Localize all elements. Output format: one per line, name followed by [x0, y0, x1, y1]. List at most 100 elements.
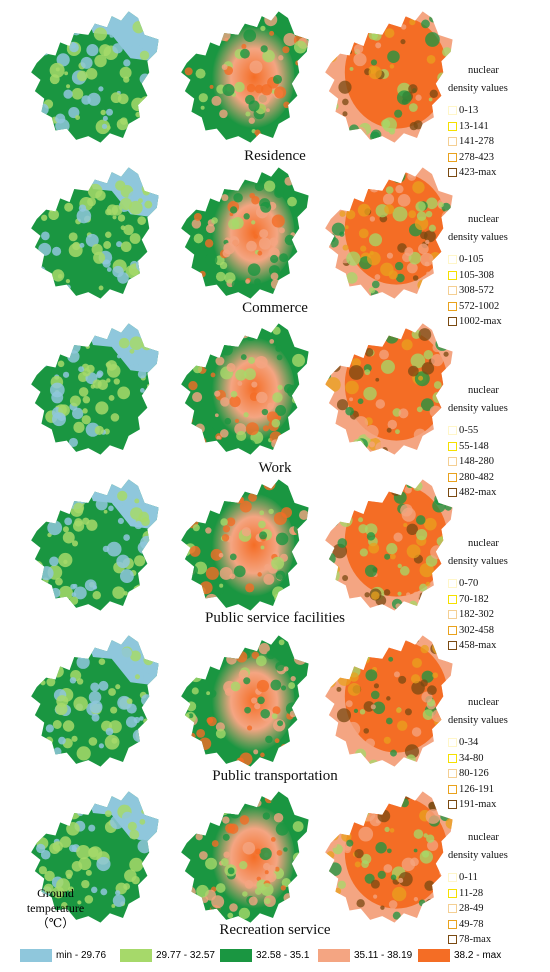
legend-heading-line1: nuclear [468, 214, 499, 225]
legend-label: 182-302 [459, 609, 494, 621]
legend-label: 80-126 [459, 768, 489, 780]
legend-item: 302-458 [448, 623, 496, 639]
legend-swatch [448, 168, 457, 178]
legend-item: 0-34 [448, 735, 496, 751]
overlay-map [168, 314, 318, 469]
legend-swatch [448, 137, 457, 147]
legend-label: 11-28 [459, 887, 484, 899]
legend-swatch [448, 800, 457, 810]
legend-swatch [448, 641, 457, 651]
legend-swatch [448, 286, 457, 296]
map-row: Commerce nuclear density values 0-105 105-30… [0, 158, 550, 327]
legend-item: 0-13 [448, 103, 496, 119]
gt-class-4: 35.11 - 38.19 [318, 946, 412, 964]
density-map [325, 323, 453, 455]
legend-label: 1002-max [459, 316, 502, 328]
density-map [31, 11, 159, 143]
legend-label: 278-423 [459, 151, 494, 163]
density-map [325, 479, 453, 611]
legend-swatch [448, 579, 457, 589]
legend-label: 308-572 [459, 285, 494, 297]
row-title: Commerce [242, 300, 308, 316]
row-title: Public transportation [212, 768, 338, 784]
density-map [325, 791, 453, 923]
legend-swatch [448, 270, 457, 280]
legend-label: 28-49 [459, 903, 484, 915]
legend-item: 458-max [448, 638, 496, 654]
gt-swatch-3 [220, 948, 252, 962]
legend-label: 105-308 [459, 269, 494, 281]
legend-item: 0-11 [448, 870, 491, 886]
legend-label: 0-55 [459, 425, 479, 437]
legend-heading-line1: nuclear [468, 832, 499, 843]
legend-swatch [448, 919, 457, 929]
density-map [181, 479, 309, 611]
legend-item: 49-78 [448, 917, 491, 933]
legend-heading-line1: nuclear [468, 385, 499, 396]
kernel-density-map [312, 2, 462, 157]
legend-swatch [448, 625, 457, 635]
legend-item: 11-28 [448, 886, 491, 902]
legend-label: 0-11 [459, 872, 478, 884]
legend-label: 0-70 [459, 578, 479, 590]
legend-swatch [448, 935, 457, 945]
ground-temperature-legend: min - 29.76 29.77 - 32.57 32.58 - 35.1 3… [6, 946, 550, 966]
density-map [181, 791, 309, 923]
legend-swatch [448, 888, 457, 898]
legend-item: 126-191 [448, 782, 496, 798]
overlay-map [168, 626, 318, 781]
legend-label: 70-182 [459, 593, 489, 605]
ground-temperature-map [18, 626, 168, 781]
legend-item: 423-max [448, 165, 496, 181]
legend-heading-line1: nuclear [468, 697, 499, 708]
legend-swatch [448, 301, 457, 311]
gt-swatch-1 [20, 948, 52, 962]
ground-temperature-map [18, 314, 168, 469]
row-title: Public service facilities [205, 610, 345, 626]
legend-swatch [448, 106, 457, 116]
legend-swatch [448, 317, 457, 327]
kernel-density-map [312, 158, 462, 313]
overlay-map [168, 2, 318, 157]
legend-heading-line2: density values [448, 83, 508, 94]
legend-item: 13-141 [448, 119, 496, 135]
legend-item: 191-max [448, 797, 496, 813]
gt-class-5: 38.2 - max [418, 946, 501, 964]
legend-label: 13-141 [459, 120, 489, 132]
row-title: Recreation service [219, 922, 331, 938]
density-map [325, 167, 453, 299]
row-title: Residence [244, 148, 306, 164]
density-map [31, 479, 159, 611]
legend-swatch [448, 769, 457, 779]
legend-item: 105-308 [448, 268, 502, 284]
gt-swatch-4 [318, 948, 350, 962]
legend-label: 55-148 [459, 440, 489, 452]
legend-item: 0-105 [448, 252, 502, 268]
kernel-density-map [312, 314, 462, 469]
legend-swatch [448, 457, 457, 467]
legend-label: 191-max [459, 799, 497, 811]
legend-swatch [448, 610, 457, 620]
legend-item: 1002-max [448, 314, 502, 330]
legend-heading-line1: nuclear [468, 538, 499, 549]
overlay-map [168, 470, 318, 625]
ground-temperature-title: Ground temperature [26, 886, 85, 915]
ground-temperature-label: Ground temperature （℃） [8, 886, 103, 931]
kernel-density-map [312, 626, 462, 781]
row-title: Work [258, 460, 292, 476]
gt-class-1: min - 29.76 [20, 946, 106, 964]
density-map [181, 11, 309, 143]
legend-swatch [448, 784, 457, 794]
ground-temperature-unit: （℃） [36, 916, 75, 930]
legend-label: 0-13 [459, 105, 479, 117]
legend-item: 0-55 [448, 423, 496, 439]
legend-heading-line2: density values [448, 850, 508, 861]
legend-swatch [448, 488, 457, 498]
legend-label: 0-105 [459, 254, 484, 266]
legend-swatch [448, 472, 457, 482]
legend-label: 423-max [459, 167, 497, 179]
map-row: Public service facilities nuclear density … [0, 470, 550, 651]
map-row: Residence nuclear density values 0-13 13-141… [0, 2, 550, 178]
density-map [31, 167, 159, 299]
legend-label: 280-482 [459, 471, 494, 483]
